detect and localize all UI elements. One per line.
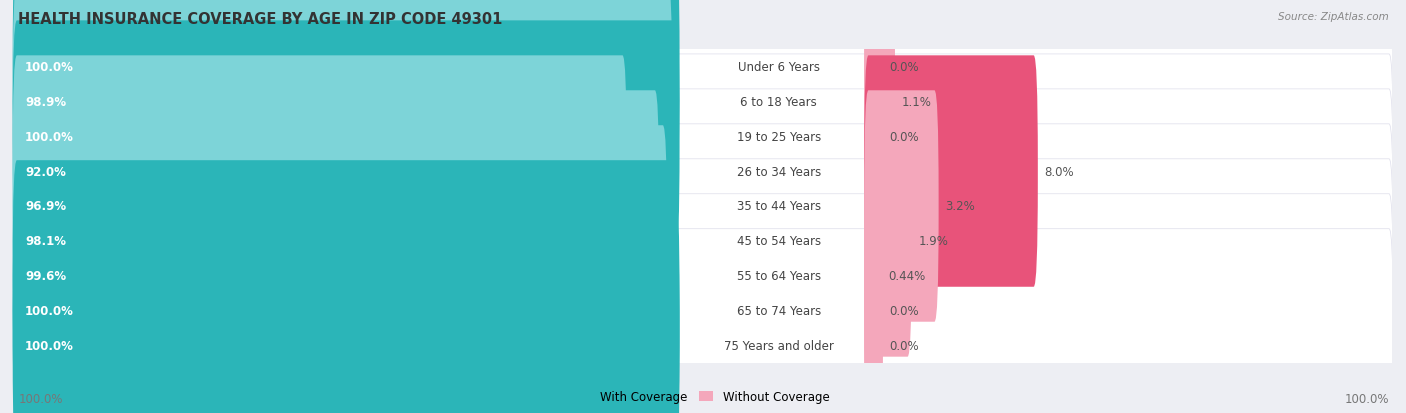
Text: 8.0%: 8.0% bbox=[1045, 165, 1074, 178]
Text: 0.0%: 0.0% bbox=[890, 130, 920, 143]
FancyBboxPatch shape bbox=[13, 20, 1393, 254]
FancyBboxPatch shape bbox=[865, 21, 883, 252]
FancyBboxPatch shape bbox=[13, 0, 1393, 219]
Text: 0.0%: 0.0% bbox=[890, 305, 920, 318]
Text: 100.0%: 100.0% bbox=[25, 305, 75, 318]
Text: 19 to 25 Years: 19 to 25 Years bbox=[737, 130, 821, 143]
Text: 55 to 64 Years: 55 to 64 Years bbox=[737, 270, 821, 283]
Text: 100.0%: 100.0% bbox=[18, 392, 63, 405]
Text: 26 to 34 Years: 26 to 34 Years bbox=[737, 165, 821, 178]
Text: 3.2%: 3.2% bbox=[945, 200, 976, 213]
Text: 100.0%: 100.0% bbox=[25, 339, 75, 352]
FancyBboxPatch shape bbox=[13, 0, 679, 183]
FancyBboxPatch shape bbox=[13, 91, 659, 322]
FancyBboxPatch shape bbox=[13, 230, 679, 413]
FancyBboxPatch shape bbox=[865, 91, 939, 322]
Text: 98.1%: 98.1% bbox=[25, 235, 66, 248]
FancyBboxPatch shape bbox=[865, 0, 896, 217]
FancyBboxPatch shape bbox=[13, 229, 1393, 413]
Text: 100.0%: 100.0% bbox=[25, 61, 75, 74]
FancyBboxPatch shape bbox=[865, 196, 883, 413]
Text: HEALTH INSURANCE COVERAGE BY AGE IN ZIP CODE 49301: HEALTH INSURANCE COVERAGE BY AGE IN ZIP … bbox=[18, 12, 503, 27]
Text: 65 to 74 Years: 65 to 74 Years bbox=[737, 305, 821, 318]
Text: 96.9%: 96.9% bbox=[25, 200, 66, 213]
Text: 1.9%: 1.9% bbox=[918, 235, 949, 248]
FancyBboxPatch shape bbox=[865, 56, 1038, 287]
Text: 1.1%: 1.1% bbox=[903, 95, 932, 108]
Text: 45 to 54 Years: 45 to 54 Years bbox=[737, 235, 821, 248]
Text: Source: ZipAtlas.com: Source: ZipAtlas.com bbox=[1278, 12, 1389, 22]
Text: 99.6%: 99.6% bbox=[25, 270, 66, 283]
FancyBboxPatch shape bbox=[13, 196, 679, 413]
FancyBboxPatch shape bbox=[13, 56, 627, 287]
Legend: With Coverage, Without Coverage: With Coverage, Without Coverage bbox=[572, 385, 834, 408]
Text: 100.0%: 100.0% bbox=[25, 130, 75, 143]
FancyBboxPatch shape bbox=[13, 21, 679, 252]
FancyBboxPatch shape bbox=[13, 159, 1393, 393]
Text: 35 to 44 Years: 35 to 44 Years bbox=[737, 200, 821, 213]
FancyBboxPatch shape bbox=[865, 126, 911, 357]
Text: Under 6 Years: Under 6 Years bbox=[738, 61, 820, 74]
FancyBboxPatch shape bbox=[13, 126, 666, 357]
FancyBboxPatch shape bbox=[13, 125, 1393, 358]
FancyBboxPatch shape bbox=[13, 90, 1393, 323]
FancyBboxPatch shape bbox=[13, 0, 672, 217]
Text: 92.0%: 92.0% bbox=[25, 165, 66, 178]
Text: 0.44%: 0.44% bbox=[889, 270, 925, 283]
Text: 100.0%: 100.0% bbox=[1344, 392, 1389, 405]
Text: 75 Years and older: 75 Years and older bbox=[724, 339, 834, 352]
FancyBboxPatch shape bbox=[865, 0, 883, 183]
FancyBboxPatch shape bbox=[865, 161, 882, 392]
Text: 0.0%: 0.0% bbox=[890, 61, 920, 74]
Text: 6 to 18 Years: 6 to 18 Years bbox=[741, 95, 817, 108]
FancyBboxPatch shape bbox=[13, 161, 676, 392]
FancyBboxPatch shape bbox=[13, 55, 1393, 288]
Text: 98.9%: 98.9% bbox=[25, 95, 66, 108]
Text: 0.0%: 0.0% bbox=[890, 339, 920, 352]
FancyBboxPatch shape bbox=[13, 194, 1393, 413]
FancyBboxPatch shape bbox=[13, 0, 1393, 184]
FancyBboxPatch shape bbox=[865, 230, 883, 413]
